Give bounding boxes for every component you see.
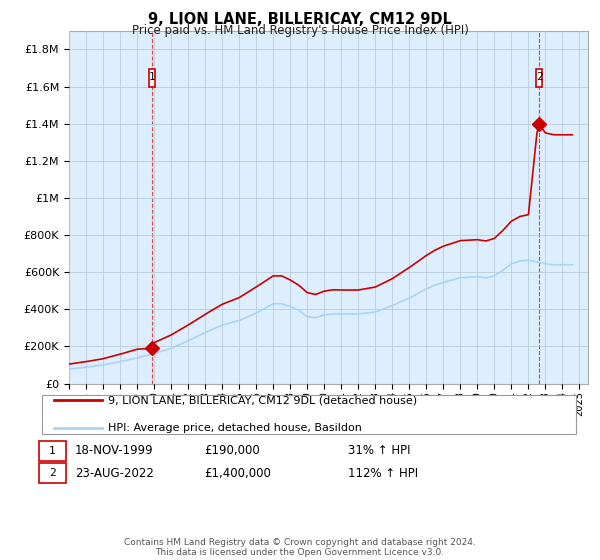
Text: 9, LION LANE, BILLERICAY, CM12 9DL (detached house): 9, LION LANE, BILLERICAY, CM12 9DL (deta… (108, 395, 417, 405)
Text: 31% ↑ HPI: 31% ↑ HPI (348, 444, 410, 458)
Text: Price paid vs. HM Land Registry's House Price Index (HPI): Price paid vs. HM Land Registry's House … (131, 24, 469, 37)
Text: Contains HM Land Registry data © Crown copyright and database right 2024.
This d: Contains HM Land Registry data © Crown c… (124, 538, 476, 557)
Text: £1,400,000: £1,400,000 (204, 466, 271, 480)
Text: £190,000: £190,000 (204, 444, 260, 458)
Text: 112% ↑ HPI: 112% ↑ HPI (348, 466, 418, 480)
Text: 18-NOV-1999: 18-NOV-1999 (75, 444, 154, 458)
Text: 1: 1 (49, 446, 56, 456)
Text: 1: 1 (149, 72, 155, 82)
Text: 9, LION LANE, BILLERICAY, CM12 9DL: 9, LION LANE, BILLERICAY, CM12 9DL (148, 12, 452, 27)
Text: 23-AUG-2022: 23-AUG-2022 (75, 466, 154, 480)
Text: 2: 2 (49, 468, 56, 478)
Text: 2: 2 (536, 72, 543, 82)
Text: HPI: Average price, detached house, Basildon: HPI: Average price, detached house, Basi… (108, 423, 362, 433)
Bar (149, 69, 155, 86)
Bar (536, 69, 542, 86)
